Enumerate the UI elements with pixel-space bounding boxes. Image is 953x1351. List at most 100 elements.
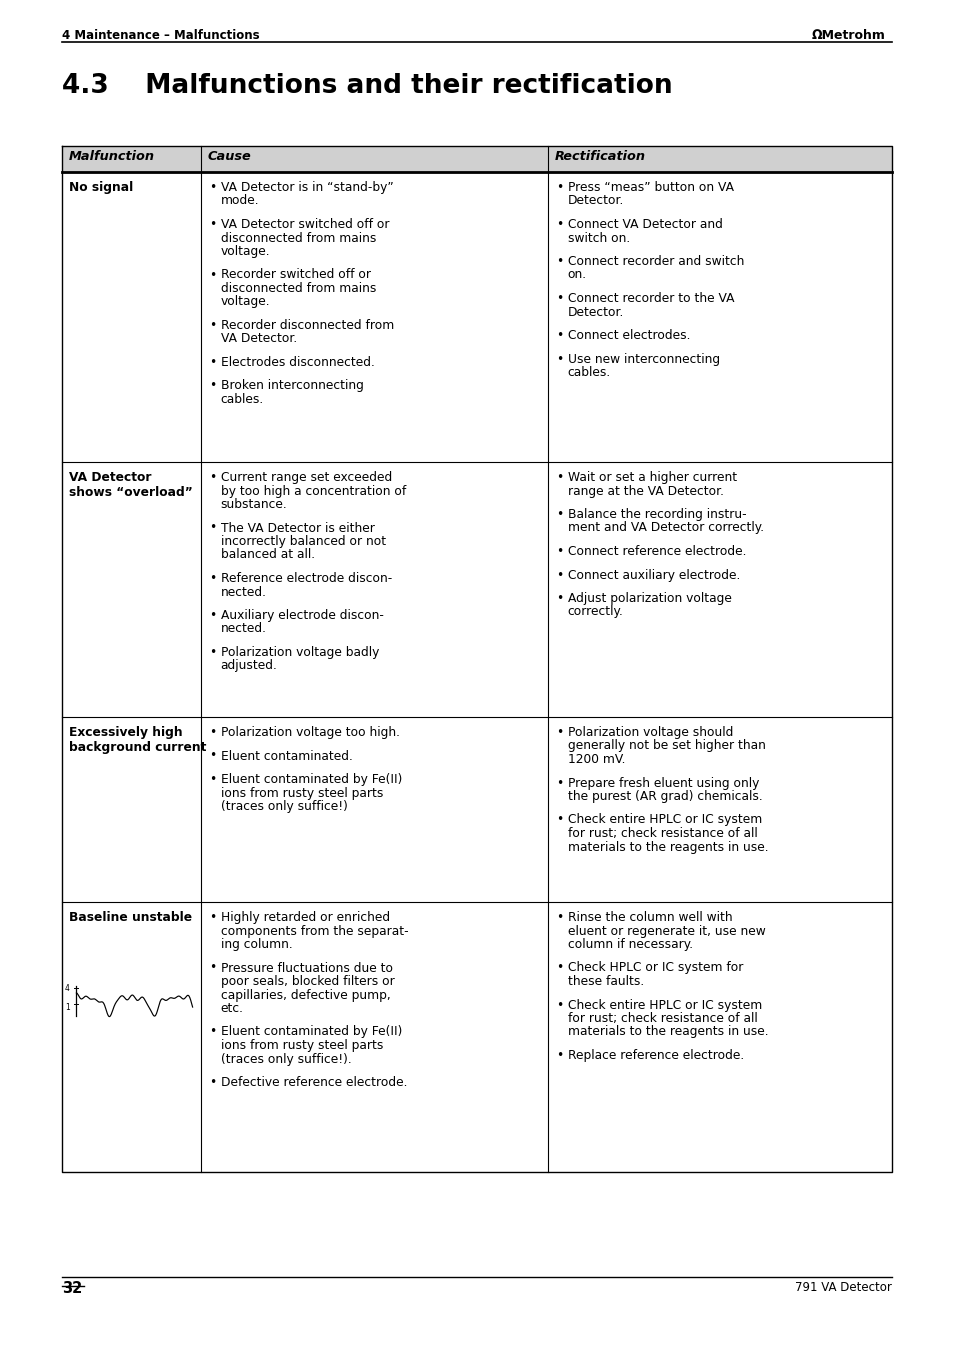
- Text: Check entire HPLC or IC system: Check entire HPLC or IC system: [567, 998, 761, 1012]
- Text: ions from rusty steel parts: ions from rusty steel parts: [220, 1039, 382, 1052]
- Text: •: •: [556, 725, 563, 739]
- Text: •: •: [556, 998, 563, 1012]
- Text: Connect electrodes.: Connect electrodes.: [567, 330, 689, 342]
- Text: •: •: [556, 962, 563, 974]
- Text: the purest (AR grad) chemicals.: the purest (AR grad) chemicals.: [567, 790, 761, 802]
- Text: VA Detector: VA Detector: [69, 471, 152, 484]
- Bar: [62, 462, 200, 717]
- Text: voltage.: voltage.: [220, 296, 270, 308]
- Text: (traces only suffice!): (traces only suffice!): [220, 800, 347, 813]
- Text: Replace reference electrode.: Replace reference electrode.: [567, 1048, 743, 1062]
- Text: Wait or set a higher current: Wait or set a higher current: [567, 471, 736, 484]
- Bar: [200, 172, 547, 462]
- Text: •: •: [210, 962, 216, 974]
- Text: •: •: [210, 357, 216, 369]
- Text: •: •: [210, 773, 216, 786]
- Text: VA Detector is in “stand-by”: VA Detector is in “stand-by”: [220, 181, 393, 195]
- Text: substance.: substance.: [220, 499, 287, 511]
- Text: generally not be set higher than: generally not be set higher than: [567, 739, 764, 753]
- Text: •: •: [210, 521, 216, 535]
- Bar: [62, 717, 200, 902]
- Text: on.: on.: [567, 269, 586, 281]
- Text: Highly retarded or enriched: Highly retarded or enriched: [220, 911, 390, 924]
- Text: 1: 1: [65, 1002, 70, 1012]
- Text: Detector.: Detector.: [567, 195, 623, 208]
- Text: Prepare fresh eluent using only: Prepare fresh eluent using only: [567, 777, 759, 789]
- Text: ing column.: ing column.: [220, 938, 292, 951]
- Text: nected.: nected.: [220, 585, 266, 598]
- Bar: [200, 902, 547, 1173]
- Text: •: •: [210, 1075, 216, 1089]
- Text: Cause: Cause: [208, 150, 251, 163]
- Text: for rust; check resistance of all: for rust; check resistance of all: [567, 1012, 757, 1025]
- Text: •: •: [210, 269, 216, 281]
- Bar: [547, 462, 891, 717]
- Bar: [547, 902, 891, 1173]
- Text: Use new interconnecting: Use new interconnecting: [567, 353, 719, 366]
- Text: •: •: [556, 292, 563, 305]
- Text: Eluent contaminated.: Eluent contaminated.: [220, 750, 352, 762]
- Text: Eluent contaminated by Fe(II): Eluent contaminated by Fe(II): [220, 1025, 401, 1039]
- Text: •: •: [210, 646, 216, 659]
- Text: The VA Detector is either: The VA Detector is either: [220, 521, 375, 535]
- Text: VA Detector switched off or: VA Detector switched off or: [220, 218, 389, 231]
- Text: 1200 mV.: 1200 mV.: [567, 753, 624, 766]
- Text: •: •: [556, 508, 563, 521]
- Text: •: •: [556, 353, 563, 366]
- Text: Broken interconnecting: Broken interconnecting: [220, 380, 363, 393]
- Text: •: •: [210, 609, 216, 621]
- Text: ment and VA Detector correctly.: ment and VA Detector correctly.: [567, 521, 762, 535]
- Text: •: •: [556, 813, 563, 827]
- Bar: [547, 146, 891, 172]
- Text: etc.: etc.: [220, 1002, 243, 1015]
- Text: •: •: [210, 380, 216, 393]
- Text: Connect auxiliary electrode.: Connect auxiliary electrode.: [567, 569, 740, 581]
- Text: materials to the reagents in use.: materials to the reagents in use.: [567, 1025, 767, 1039]
- Text: Connect recorder and switch: Connect recorder and switch: [567, 255, 743, 267]
- Text: VA Detector.: VA Detector.: [220, 332, 296, 346]
- Text: •: •: [556, 544, 563, 558]
- Text: these faults.: these faults.: [567, 975, 643, 988]
- Text: materials to the reagents in use.: materials to the reagents in use.: [567, 840, 767, 854]
- Text: •: •: [210, 319, 216, 332]
- Text: •: •: [556, 911, 563, 924]
- Text: cables.: cables.: [220, 393, 264, 407]
- Text: capillaries, defective pump,: capillaries, defective pump,: [220, 989, 390, 1001]
- Text: Rinse the column well with: Rinse the column well with: [567, 911, 731, 924]
- Text: 791 VA Detector: 791 VA Detector: [794, 1281, 891, 1294]
- Bar: [62, 902, 200, 1173]
- Text: Excessively high: Excessively high: [69, 725, 182, 739]
- Text: Reference electrode discon-: Reference electrode discon-: [220, 571, 392, 585]
- Text: nected.: nected.: [220, 623, 266, 635]
- Text: •: •: [210, 471, 216, 484]
- Text: No signal: No signal: [69, 181, 133, 195]
- Text: eluent or regenerate it, use new: eluent or regenerate it, use new: [567, 924, 764, 938]
- Text: •: •: [556, 181, 563, 195]
- Text: voltage.: voltage.: [220, 245, 270, 258]
- Text: background current: background current: [69, 740, 206, 754]
- Bar: [62, 146, 200, 172]
- Text: Auxiliary electrode discon-: Auxiliary electrode discon-: [220, 609, 383, 621]
- Text: Polarization voltage should: Polarization voltage should: [567, 725, 732, 739]
- Text: •: •: [210, 1025, 216, 1039]
- Text: Recorder switched off or: Recorder switched off or: [220, 269, 370, 281]
- Bar: [200, 146, 547, 172]
- Text: by too high a concentration of: by too high a concentration of: [220, 485, 405, 497]
- Text: Electrodes disconnected.: Electrodes disconnected.: [220, 357, 375, 369]
- Text: •: •: [556, 777, 563, 789]
- Bar: [547, 717, 891, 902]
- Text: Baseline unstable: Baseline unstable: [69, 911, 192, 924]
- Text: •: •: [556, 255, 563, 267]
- Text: correctly.: correctly.: [567, 605, 622, 619]
- Text: 4 Maintenance – Malfunctions: 4 Maintenance – Malfunctions: [62, 28, 259, 42]
- Text: (traces only suffice!).: (traces only suffice!).: [220, 1052, 351, 1066]
- Text: Connect recorder to the VA: Connect recorder to the VA: [567, 292, 733, 305]
- Text: for rust; check resistance of all: for rust; check resistance of all: [567, 827, 757, 840]
- Bar: [200, 717, 547, 902]
- Text: Balance the recording instru-: Balance the recording instru-: [567, 508, 745, 521]
- Text: •: •: [556, 218, 563, 231]
- Text: Connect VA Detector and: Connect VA Detector and: [567, 218, 721, 231]
- Text: shows “overload”: shows “overload”: [69, 485, 193, 499]
- Text: range at the VA Detector.: range at the VA Detector.: [567, 485, 722, 497]
- Text: ΩMetrohm: ΩMetrohm: [811, 28, 885, 42]
